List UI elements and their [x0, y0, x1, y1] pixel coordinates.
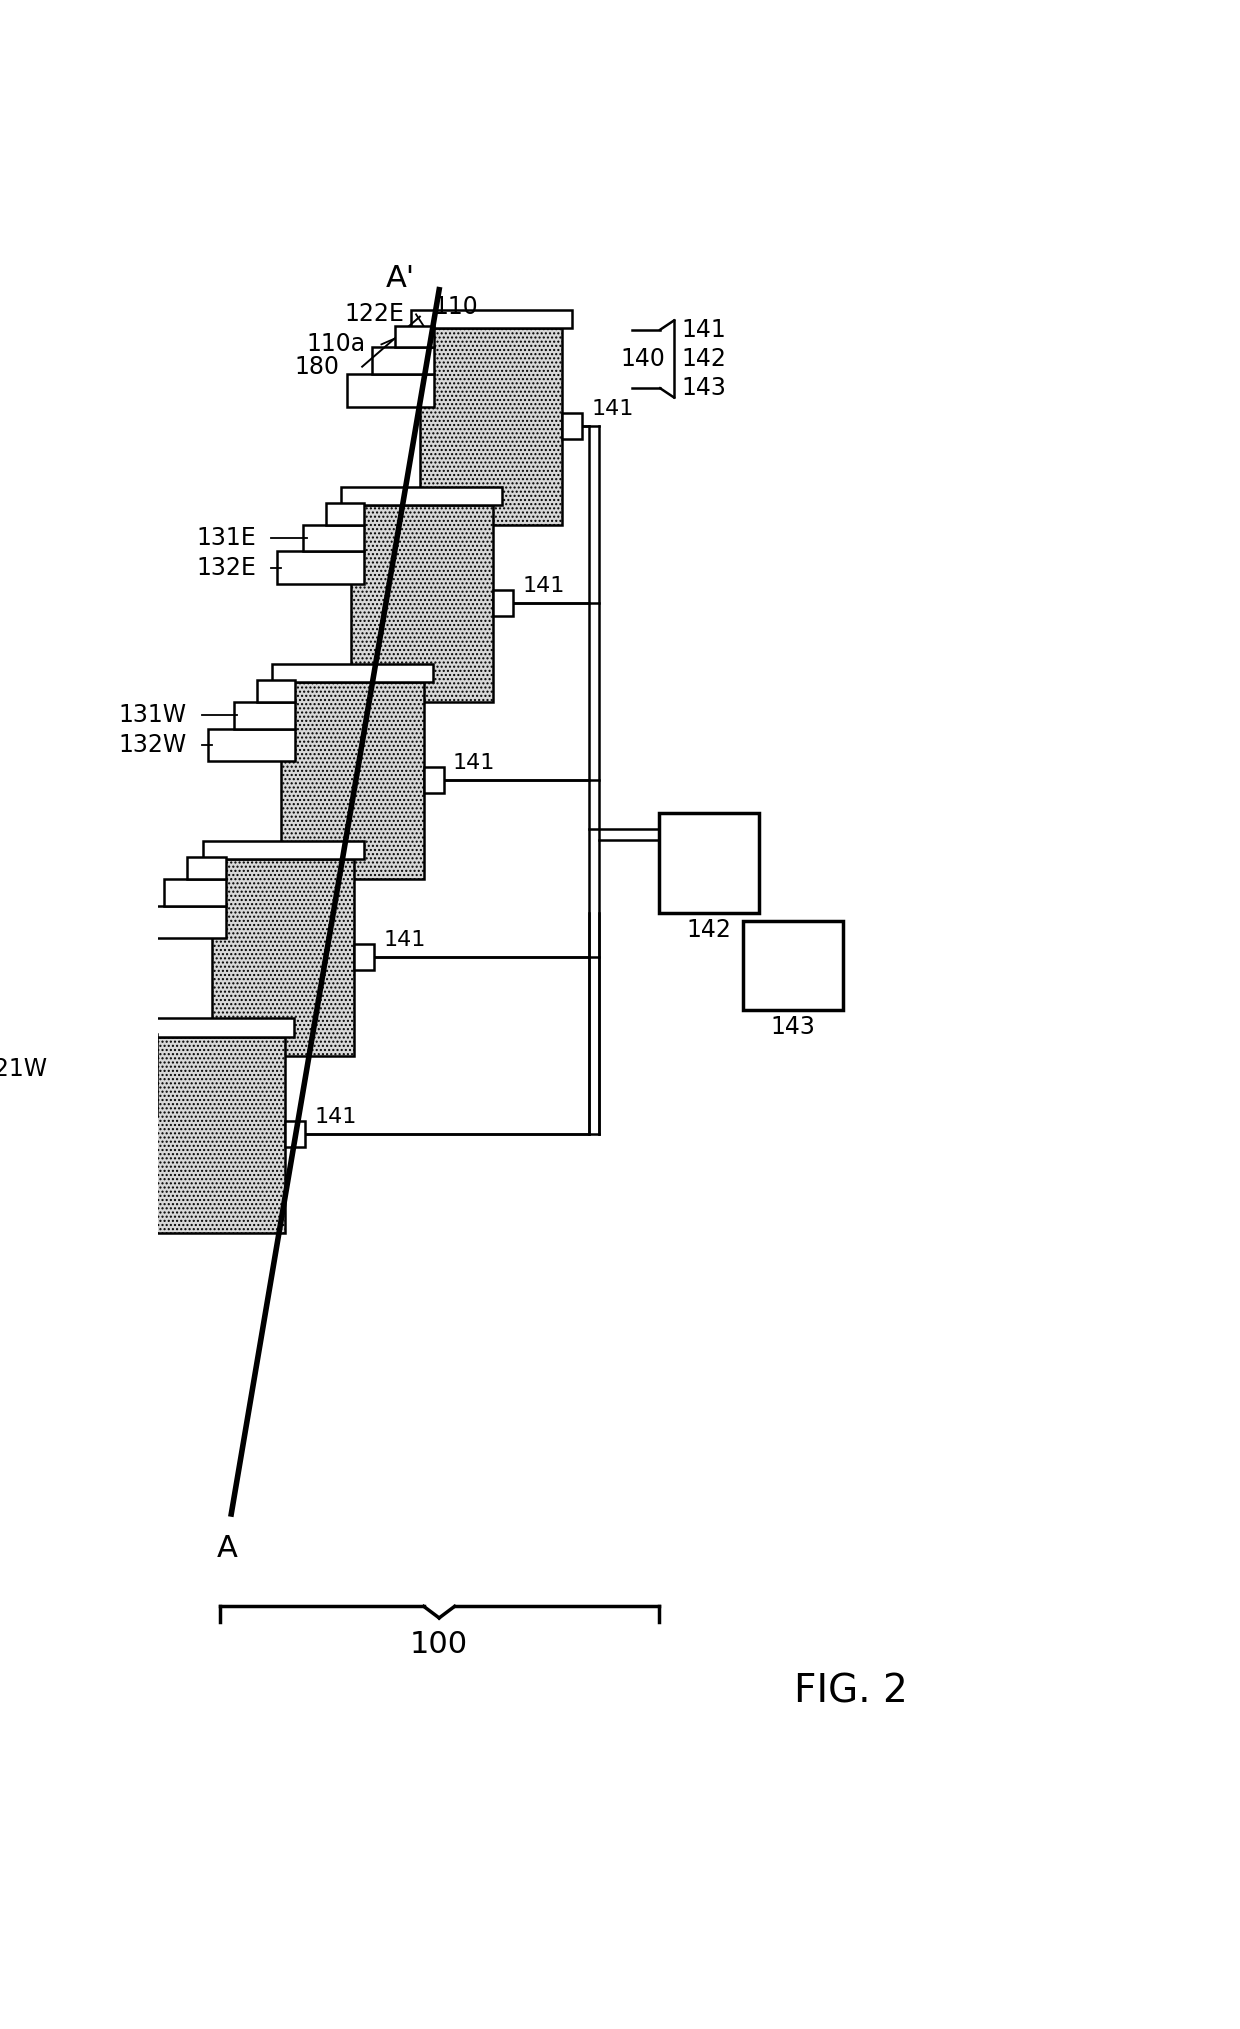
Bar — [281, 682, 424, 879]
Bar — [203, 840, 363, 860]
Bar — [257, 680, 295, 702]
Bar — [212, 860, 355, 1055]
Bar — [134, 1019, 294, 1037]
Bar — [372, 347, 434, 375]
Bar — [341, 487, 502, 505]
Text: 141: 141 — [453, 753, 496, 773]
Text: 121W: 121W — [0, 1057, 48, 1081]
Bar — [272, 663, 433, 682]
Text: 122E: 122E — [345, 302, 404, 327]
Text: 141: 141 — [591, 400, 634, 420]
Text: 131W: 131W — [119, 702, 186, 726]
Text: 110: 110 — [434, 294, 479, 319]
Bar — [351, 505, 494, 702]
Text: 180: 180 — [294, 355, 339, 379]
Text: 143: 143 — [771, 1014, 816, 1039]
Text: FIG. 2: FIG. 2 — [795, 1672, 908, 1710]
Bar — [208, 728, 295, 761]
Bar — [69, 1083, 156, 1116]
Bar — [420, 329, 563, 526]
Text: A: A — [217, 1534, 238, 1562]
Bar — [563, 412, 583, 438]
Bar — [396, 327, 434, 347]
Bar — [139, 905, 226, 937]
Text: 132W: 132W — [118, 732, 186, 757]
Bar — [233, 702, 295, 728]
Text: 131E: 131E — [196, 526, 255, 550]
Text: 140: 140 — [620, 347, 665, 371]
Text: 100: 100 — [410, 1631, 469, 1660]
Text: 142: 142 — [686, 919, 732, 941]
Bar — [424, 767, 444, 793]
Text: 143: 143 — [682, 375, 727, 400]
Bar — [187, 856, 226, 879]
Bar — [326, 503, 365, 526]
Bar — [347, 375, 434, 406]
Bar — [95, 1055, 156, 1083]
Text: 141: 141 — [383, 931, 427, 950]
Bar — [164, 879, 226, 905]
Text: 141: 141 — [522, 576, 564, 597]
Bar — [410, 310, 572, 329]
Bar — [355, 943, 374, 970]
Bar — [143, 1037, 285, 1234]
Text: 142: 142 — [682, 347, 727, 371]
Text: 110a: 110a — [306, 333, 366, 357]
Text: 132E: 132E — [196, 556, 255, 580]
Bar — [118, 1035, 156, 1055]
Text: 141: 141 — [682, 319, 727, 341]
Bar — [278, 552, 365, 584]
Bar — [743, 921, 843, 1010]
Bar — [658, 814, 759, 913]
Bar — [303, 526, 365, 552]
Bar — [494, 590, 513, 617]
Bar — [285, 1122, 305, 1148]
Text: 141: 141 — [315, 1108, 357, 1128]
Text: A': A' — [386, 264, 415, 292]
